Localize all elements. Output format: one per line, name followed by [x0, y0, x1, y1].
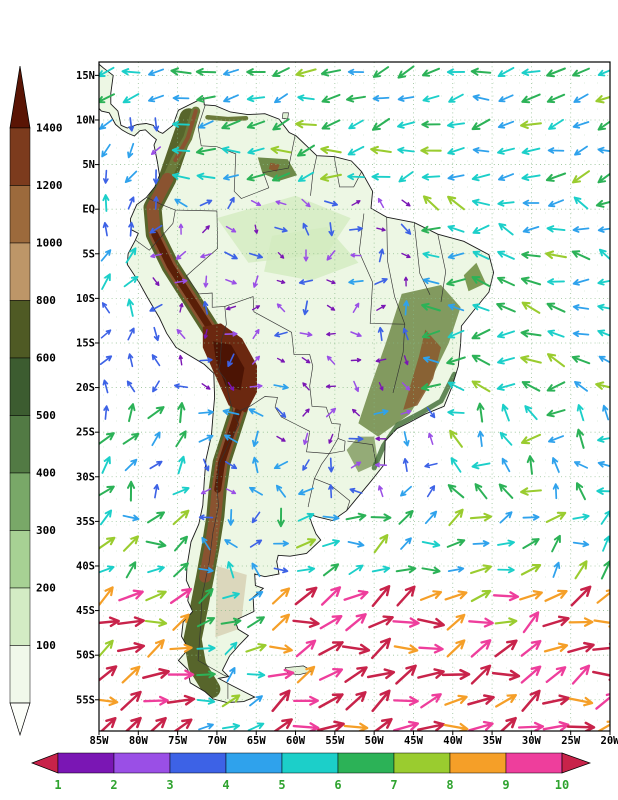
orography-scale-label: 1000 — [36, 237, 63, 250]
orography-scale-label: 1200 — [36, 179, 63, 192]
wind-scale-label: 10 — [555, 778, 569, 792]
axis-labels: 15N 10N 5N EQ 5S 10S 15S 20S 25S 30S 35S 40S 45S 50S 5… — [76, 70, 618, 747]
wind-scale-label: 5 — [278, 778, 285, 792]
orography-scale-label: 800 — [36, 294, 56, 307]
country-borders — [135, 102, 447, 699]
lon-label: 25W — [561, 735, 581, 747]
orography-scale-label: 1400 — [36, 122, 63, 135]
wind-scale-label: 3 — [166, 778, 173, 792]
lon-label: 20W — [601, 735, 618, 747]
lat-label: 50S — [76, 650, 95, 662]
wind-scale-label: 8 — [446, 778, 453, 792]
lat-label: EQ — [82, 204, 95, 216]
lat-label: 20S — [76, 382, 95, 394]
lon-label: 80W — [129, 735, 149, 747]
lon-label: 35W — [483, 735, 503, 747]
lon-label: 55W — [325, 735, 345, 747]
wind-colorbar: 1 2 3 4 5 6 7 8 9 10 — [31, 752, 592, 792]
lon-label: 45W — [404, 735, 424, 747]
lon-label: 85W — [90, 735, 110, 747]
wind-scale-label: 1 — [54, 778, 61, 792]
lon-label: 40W — [443, 735, 463, 747]
lat-label: 45S — [76, 605, 95, 617]
lon-label: 70W — [207, 735, 227, 747]
lat-label: 25S — [76, 427, 95, 439]
lon-label: 30W — [522, 735, 542, 747]
wind-vectors — [99, 65, 610, 731]
island-trinidad — [281, 112, 289, 120]
lat-label: 30S — [76, 471, 95, 483]
wind-scale-label: 7 — [390, 778, 397, 792]
wind-scale-label: 6 — [334, 778, 341, 792]
map-frame — [98, 61, 611, 732]
lat-label: 5N — [82, 159, 95, 171]
lat-label: 10N — [76, 114, 95, 126]
orography-scale-label: 100 — [36, 639, 56, 652]
lat-label: 15S — [76, 337, 95, 349]
orography-scale-label: 400 — [36, 467, 56, 480]
map-area — [99, 62, 610, 731]
lat-label: 35S — [76, 516, 95, 528]
orography-scale-label: 300 — [36, 524, 56, 537]
lon-label: 65W — [247, 735, 267, 747]
lon-label: 50W — [365, 735, 385, 747]
lat-label: 55S — [76, 694, 95, 706]
lon-label: 60W — [286, 735, 306, 747]
lat-label: 40S — [76, 560, 95, 572]
lat-label: 15N — [76, 70, 95, 82]
lat-label: 10S — [76, 293, 95, 305]
wind-scale-label: 4 — [222, 778, 229, 792]
orography-scale-label: 500 — [36, 409, 56, 422]
wind-scale-label: 2 — [110, 778, 117, 792]
lat-label: 5S — [82, 248, 95, 260]
lon-label: 75W — [168, 735, 188, 747]
orography-colorbar: 1400 1200 1000 800 600 500 400 300 200 100 — [9, 65, 63, 737]
wind-scale-label: 9 — [502, 778, 509, 792]
orography-scale-label: 600 — [36, 352, 56, 365]
orography-scale-label: 200 — [36, 582, 56, 595]
